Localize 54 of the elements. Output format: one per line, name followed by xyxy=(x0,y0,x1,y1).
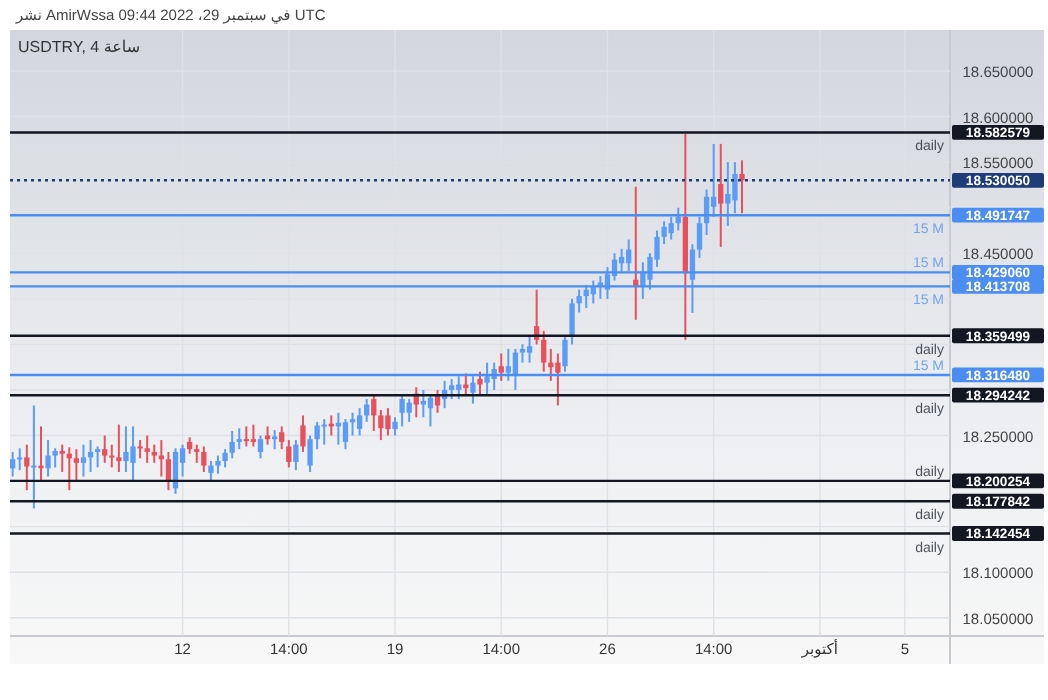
candlestick xyxy=(711,142,717,218)
candlestick xyxy=(427,393,434,428)
candlestick xyxy=(406,398,412,423)
candlestick xyxy=(449,378,455,401)
candlestick xyxy=(243,425,249,448)
candlestick xyxy=(215,454,221,475)
candlestick xyxy=(725,161,731,227)
candlestick xyxy=(10,450,16,478)
candlestick xyxy=(73,448,80,483)
candlestick xyxy=(342,418,349,451)
candlestick xyxy=(420,388,427,419)
candlestick xyxy=(272,429,278,451)
candlestick xyxy=(463,372,469,396)
candlestick xyxy=(24,443,30,492)
candlestick xyxy=(477,370,483,396)
candlestick xyxy=(116,423,122,473)
candlestick xyxy=(718,142,724,248)
candlestick xyxy=(52,447,58,469)
candlestick xyxy=(130,425,136,483)
candlestick xyxy=(484,361,490,396)
candlestick xyxy=(668,215,674,241)
candlestick xyxy=(321,418,327,446)
candlestick xyxy=(526,334,533,364)
candlestick xyxy=(250,423,257,448)
candlestick xyxy=(137,439,143,460)
candlestick xyxy=(456,375,462,401)
candlestick xyxy=(505,347,511,382)
candlestick xyxy=(109,443,115,469)
candlestick xyxy=(208,460,214,483)
candlestick xyxy=(385,407,391,437)
candlestick xyxy=(555,352,561,407)
candlestick xyxy=(739,159,745,215)
candlestick xyxy=(293,439,299,472)
candlestick xyxy=(257,434,264,460)
candlestick xyxy=(229,429,235,460)
candlestick xyxy=(470,375,476,405)
candlestick xyxy=(399,393,405,428)
candlestick xyxy=(102,434,108,464)
candlestick xyxy=(356,407,363,437)
candlestick xyxy=(17,447,23,472)
candlestick xyxy=(236,427,242,451)
candlestick xyxy=(80,443,87,478)
candlestick xyxy=(194,443,200,464)
candlestick xyxy=(371,393,377,432)
candlestick xyxy=(201,445,207,473)
text: USDTRY, 4 ساعة xyxy=(18,38,141,56)
candlestick xyxy=(498,352,504,382)
candlestick xyxy=(144,434,150,464)
candlestick xyxy=(31,404,37,510)
candlestick xyxy=(45,439,51,478)
candlestick xyxy=(300,414,306,453)
candlestick xyxy=(123,425,129,473)
candlestick xyxy=(94,445,101,469)
candlestick xyxy=(165,450,172,492)
